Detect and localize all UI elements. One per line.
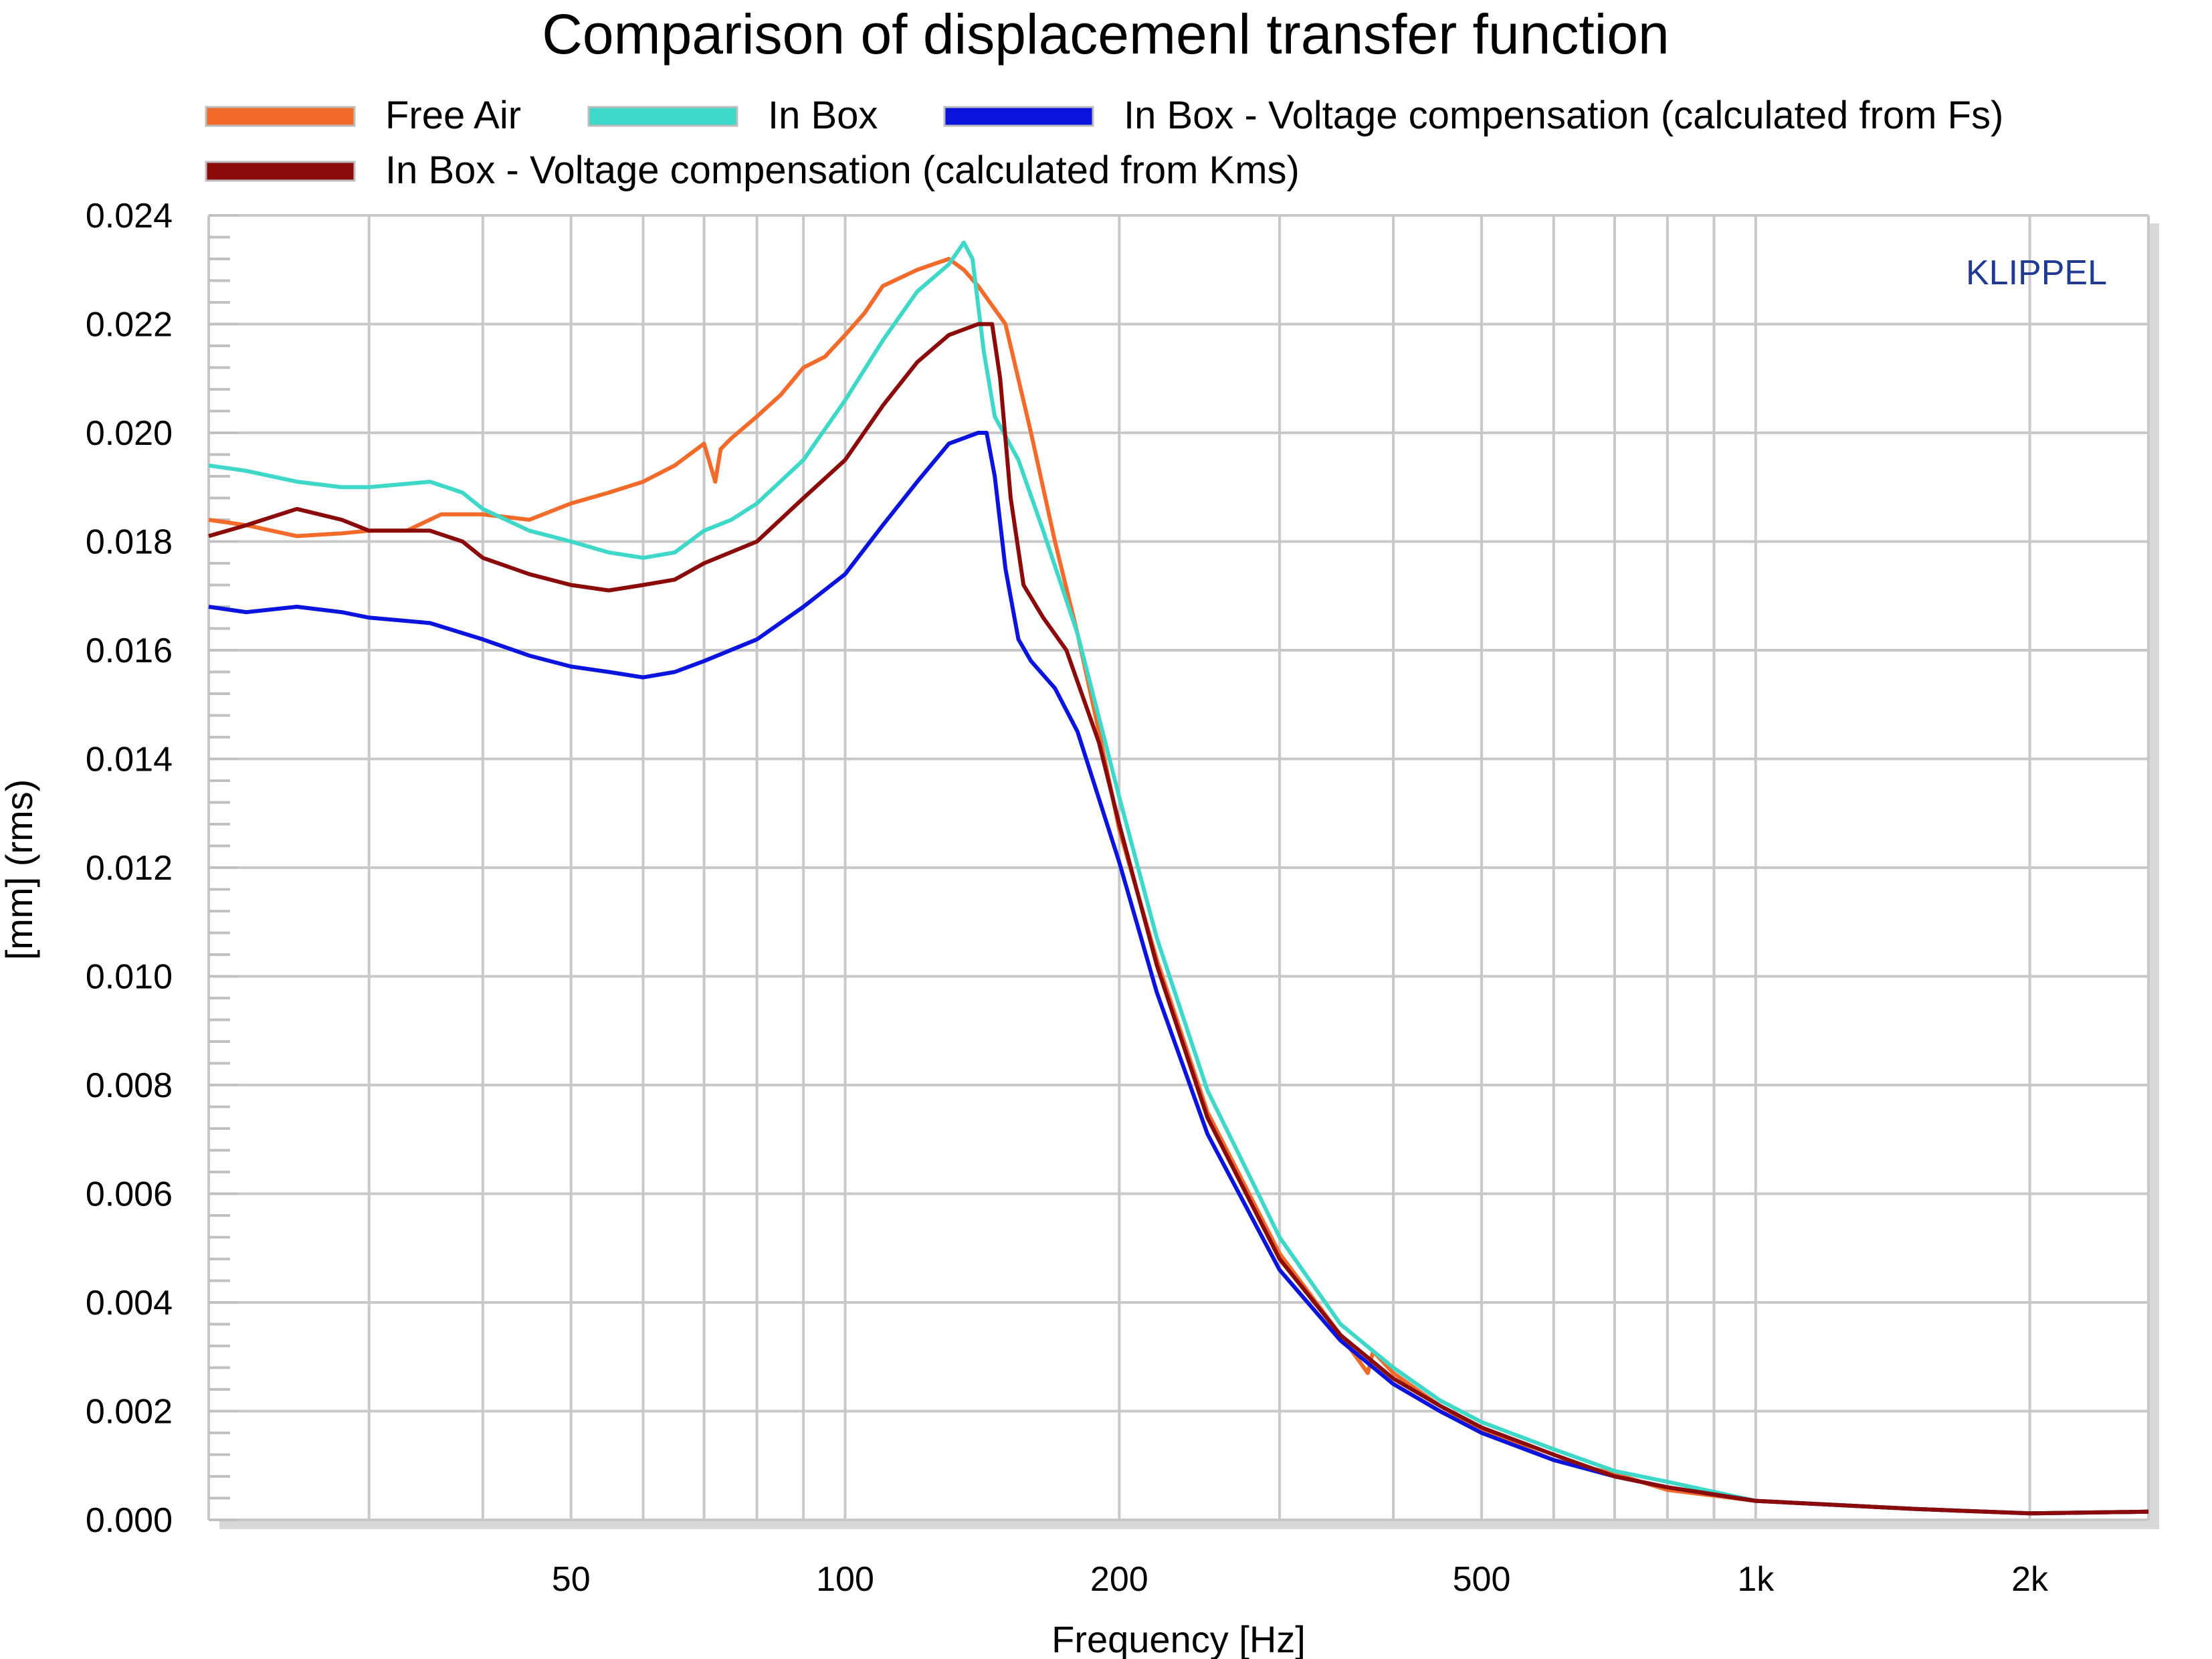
y-tick-label: 0.018 (86, 523, 173, 562)
y-tick-label: 0.016 (86, 631, 173, 670)
y-tick-label: 0.022 (86, 306, 173, 345)
series-line-3 (208, 431, 2149, 1516)
y-tick-label: 0.020 (86, 414, 173, 453)
x-tick-label: 100 (816, 1560, 874, 1599)
legend-swatch (943, 106, 1094, 127)
series-line-4 (208, 322, 2149, 1516)
legend-swatch (205, 161, 356, 182)
y-tick-label: 0.002 (86, 1393, 173, 1432)
y-tick-labels: 0.000 0.002 0.004 0.006 0.008 0.010 0.012 0.014… (86, 197, 173, 1540)
y-axis-label: [mm] (rms) (0, 779, 40, 961)
y-tick-label: 0.012 (86, 849, 173, 888)
chart-title: Comparison of displacemenl transfer func… (542, 3, 1670, 66)
legend-label: In Box - Voltage compensation (calculate… (1124, 94, 2003, 137)
legend-label: In Box (768, 94, 878, 137)
x-tick-labels: 50 100 200 500 1k 2k (552, 1560, 2049, 1599)
y-tick-label: 0.000 (86, 1501, 173, 1540)
x-tick-label: 500 (1453, 1560, 1511, 1599)
series-line-2 (208, 240, 2149, 1516)
x-tick-label: 200 (1090, 1560, 1148, 1599)
legend-swatch (205, 106, 356, 127)
legend: Free Air In Box In Box - Voltage compensat… (205, 94, 2003, 192)
series-group (208, 240, 2149, 1516)
y-tick-label: 0.014 (86, 741, 173, 779)
y-tick-label: 0.024 (86, 197, 173, 235)
x-tick-label: 2k (2011, 1560, 2049, 1599)
x-tick-label: 1k (1737, 1560, 1775, 1599)
x-axis-label: Frequency [Hz] (1051, 1618, 1306, 1659)
legend-swatch (587, 106, 738, 127)
y-minor-ticks (209, 214, 238, 1521)
y-tick-label: 0.004 (86, 1284, 173, 1323)
legend-label: Free Air (385, 94, 521, 137)
y-tick-label: 0.006 (86, 1175, 173, 1214)
legend-label: In Box - Voltage compensation (calculate… (385, 149, 1300, 192)
x-tick-label: 50 (552, 1560, 591, 1599)
brand-label: KLIPPEL (1966, 254, 2107, 292)
y-tick-label: 0.008 (86, 1066, 173, 1105)
y-tick-label: 0.010 (86, 958, 173, 997)
